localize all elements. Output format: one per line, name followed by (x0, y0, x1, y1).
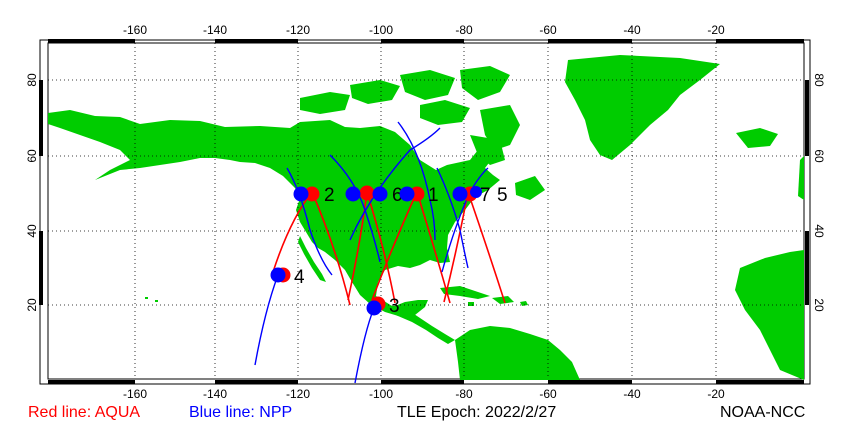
lon-tick-label: -160 (123, 23, 147, 37)
pass-label-6: 6 (392, 185, 403, 206)
lon-tick-label: -60 (539, 23, 557, 37)
satellite-pass-map: 2 8 6 1 7 5 4 3 -160 -140 -120 -100 -80 … (25, 23, 826, 400)
newfoundland (515, 176, 545, 200)
pass-label-4: 4 (294, 267, 305, 288)
central-america (376, 296, 455, 344)
npp-legend-label: Blue line: NPP (189, 404, 293, 421)
npp-track (436, 167, 469, 269)
lon-tick-label: -100 (369, 387, 393, 400)
baja-california (298, 236, 326, 282)
aqua-pass-marker (359, 185, 375, 201)
tle-epoch-label: TLE Epoch: 2022/2/27 (397, 404, 557, 421)
npp-pass-marker (366, 300, 382, 316)
lat-tick-label: 80 (25, 73, 39, 87)
bottom-longitude-ticks: -160 -140 -120 -100 -80 -60 -40 -20 (123, 387, 725, 400)
lon-tick-label: -120 (286, 387, 310, 400)
lon-tick-label: -40 (623, 387, 641, 400)
greenland (565, 55, 720, 160)
npp-pass-marker (293, 186, 309, 202)
arctic-islands (300, 66, 520, 165)
npp-track (254, 274, 279, 366)
npp-track (397, 121, 436, 241)
lon-tick-label: -100 (369, 23, 393, 37)
lon-tick-label: -140 (203, 23, 227, 37)
aqua-legend-label: Red line: AQUA (28, 404, 141, 421)
npp-pass-marker (470, 186, 482, 198)
npp-pass-marker (372, 186, 388, 202)
africa (735, 250, 804, 380)
npp-track (286, 167, 333, 276)
lat-tick-label: 60 (812, 149, 826, 163)
pass-label-7: 7 (480, 185, 491, 206)
npp-track (349, 127, 441, 241)
pass-label-3: 3 (389, 296, 400, 317)
right-latitude-ticks: 20 40 60 80 (812, 73, 826, 312)
npp-pass-marker (452, 186, 468, 202)
hawaii (145, 297, 158, 302)
npp-pass-marker (345, 186, 361, 202)
pass-label-5: 5 (497, 185, 508, 206)
aqua-pass-marker (304, 186, 320, 202)
npp-pass-marker (399, 186, 415, 202)
pass-markers: 2 8 6 1 7 5 4 3 (270, 185, 508, 317)
south-america (455, 326, 580, 380)
lat-tick-label: 60 (25, 149, 39, 163)
top-longitude-ticks: -160 -140 -120 -100 -80 -60 -40 -20 (123, 23, 725, 37)
credit-label: NOAA-NCC (720, 404, 806, 421)
cuba (440, 286, 490, 299)
iceland (736, 128, 778, 148)
lon-tick-label: -160 (123, 387, 147, 400)
npp-pass-marker (270, 267, 286, 283)
lat-tick-label: 20 (812, 298, 826, 312)
lon-tick-label: -120 (286, 23, 310, 37)
pass-label-1: 1 (428, 185, 439, 206)
lon-tick-label: -140 (203, 387, 227, 400)
lon-tick-label: -60 (539, 387, 557, 400)
lat-tick-label: 40 (25, 224, 39, 238)
pass-label-2: 2 (324, 185, 335, 206)
hispaniola (492, 296, 514, 304)
lon-tick-label: -20 (707, 23, 725, 37)
frame-scale-bars (39, 39, 809, 384)
europe-edge (798, 156, 804, 200)
lat-tick-label: 80 (812, 73, 826, 87)
lon-tick-label: -80 (455, 387, 473, 400)
lat-tick-label: 40 (812, 224, 826, 238)
lon-tick-label: -80 (455, 23, 473, 37)
left-latitude-ticks: 20 40 60 80 (25, 73, 39, 312)
lat-tick-label: 20 (25, 298, 39, 312)
lon-tick-label: -40 (623, 23, 641, 37)
lon-tick-label: -20 (707, 387, 725, 400)
caribbean-islands (468, 301, 528, 306)
